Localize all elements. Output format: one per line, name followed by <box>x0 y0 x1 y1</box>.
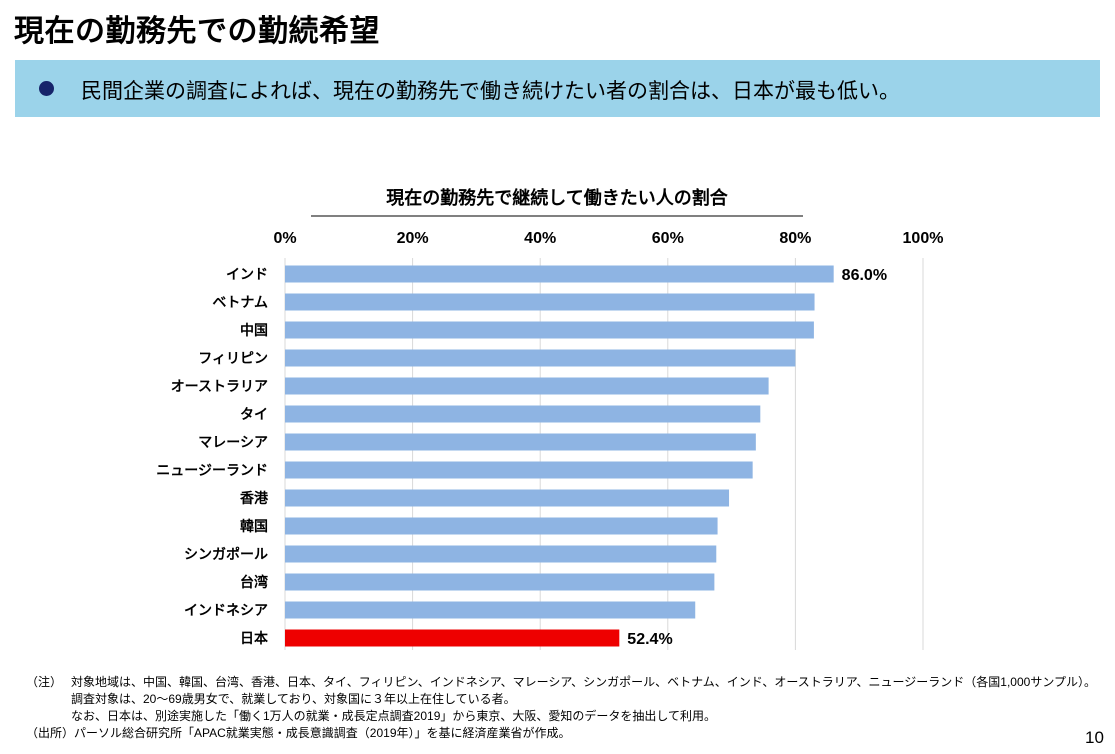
bar <box>285 573 715 591</box>
bar <box>285 377 769 395</box>
footnotes: （注） 対象地域は、中国、韓国、台湾、香港、日本、タイ、フィリピン、インドネシア… <box>26 674 1096 742</box>
bar <box>285 601 696 619</box>
page-number: 10 <box>1085 728 1104 747</box>
bar <box>285 433 756 451</box>
bar <box>285 629 620 647</box>
x-tick-label: 60% <box>652 230 684 247</box>
notes-label: （注） <box>26 675 63 689</box>
category-label: 日本 <box>240 630 269 646</box>
note-line: 調査対象は、20～69歳男女で、就業しており、対象国に３年以上在住している者。 <box>71 692 516 706</box>
bar-chart: 現在の勤務先で継続して働きたい人の割合 0% 20% 40% 60% 80% 100% イ… <box>156 187 944 650</box>
category-label: タイ <box>240 406 268 422</box>
category-label: マレーシア <box>198 434 268 450</box>
bar <box>285 321 814 339</box>
category-label: 台湾 <box>240 574 268 590</box>
bar <box>285 265 834 283</box>
x-tick-label: 80% <box>779 230 811 247</box>
bar <box>285 293 815 311</box>
category-label: シンガポール <box>184 546 268 562</box>
bar <box>285 489 730 507</box>
page-title: 現在の勤務先での勤続希望 <box>14 15 380 48</box>
bar <box>285 461 753 479</box>
bar <box>285 545 717 563</box>
summary-banner: 民間企業の調査によれば、現在の勤務先で働き続けたい者の割合は、日本が最も低い。 <box>15 60 1100 117</box>
category-label: フィリピン <box>198 350 268 366</box>
summary-text: 民間企業の調査によれば、現在の勤務先で働き続けたい者の割合は、日本が最も低い。 <box>81 80 900 103</box>
source-text: パーソル総合研究所「APAC就業実態・成長意識調査（2019年）」を基に経済産業… <box>74 726 571 740</box>
x-tick-label: 20% <box>397 230 429 247</box>
bullet-icon <box>39 81 54 96</box>
bar <box>285 349 796 367</box>
source-label: （出所） <box>26 726 75 740</box>
note-line: 対象地域は、中国、韓国、台湾、香港、日本、タイ、フィリピン、インドネシア、マレー… <box>71 675 1096 689</box>
category-label: インドネシア <box>184 602 268 618</box>
category-label: 韓国 <box>240 518 268 534</box>
x-tick-label: 0% <box>273 230 296 247</box>
category-label: ニュージーランド <box>156 462 268 478</box>
category-label: 香港 <box>239 490 269 506</box>
bar <box>285 405 761 423</box>
note-line: なお、日本は、別途実施した「働く1万人の就業・成長定点調査2019」から東京、大… <box>71 709 717 723</box>
data-label: 86.0% <box>842 267 887 284</box>
data-label: 52.4% <box>627 631 672 648</box>
chart-title: 現在の勤務先で継続して働きたい人の割合 <box>386 187 728 208</box>
category-label: インド <box>226 266 268 282</box>
bar <box>285 517 718 535</box>
x-tick-label: 40% <box>524 230 556 247</box>
category-label: オーストラリア <box>171 378 268 394</box>
category-label: 中国 <box>240 322 268 338</box>
category-label: ベトナム <box>212 294 268 310</box>
x-tick-label: 100% <box>903 230 944 247</box>
